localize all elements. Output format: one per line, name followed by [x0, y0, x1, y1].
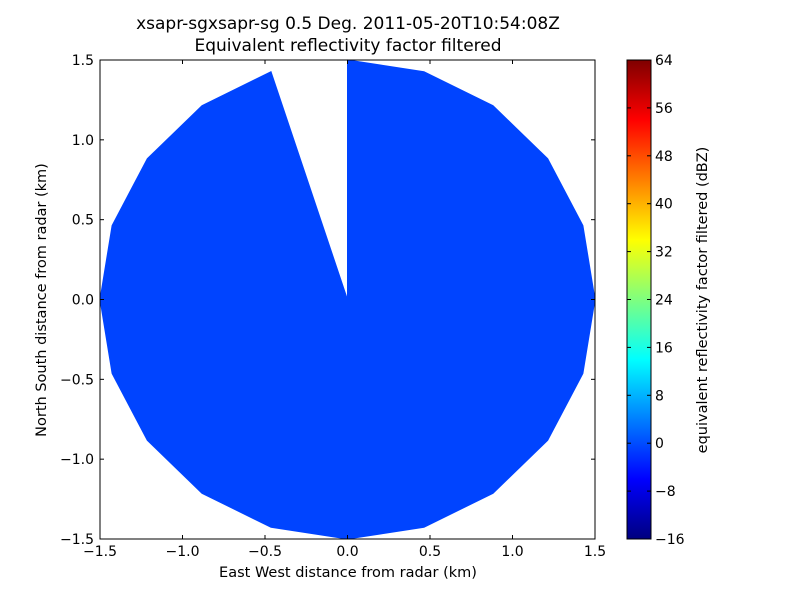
x-tick-label: 0.0 — [336, 544, 358, 560]
colorbar-tick-label: 32 — [655, 245, 673, 261]
x-tick-label: −1.0 — [166, 544, 200, 560]
colorbar-ticks: 64 56 48 40 32 24 16 8 0 −8 −16 — [627, 53, 685, 548]
y-tick-label: 0.5 — [72, 213, 94, 229]
colorbar-tick-label: 16 — [655, 340, 673, 356]
y-tick-label: 1.5 — [72, 53, 94, 69]
x-axis-label: East West distance from radar (km) — [219, 565, 477, 581]
radar-sweep — [99, 59, 596, 540]
colorbar-label: equivalent reflectivity factor filtered … — [695, 147, 711, 454]
x-axis: −1.5 −1.0 −0.5 0.0 0.5 1.0 1.5 — [83, 60, 606, 560]
y-tick-label: −1.5 — [60, 532, 94, 548]
chart-title: xsapr-sgxsapr-sg 0.5 Deg. 2011-05-20T10:… — [136, 14, 560, 34]
x-tick-label: 0.5 — [419, 544, 441, 560]
x-tick-label: 1.5 — [584, 544, 606, 560]
colorbar-tick-label: 48 — [655, 149, 673, 165]
colorbar: 64 56 48 40 32 24 16 8 0 −8 −16 equivalent reflect… — [626, 53, 711, 548]
y-axis: −1.5 −1.0 −0.5 0.0 0.5 1.0 1.5 — [60, 53, 595, 548]
y-tick-label: 0.0 — [72, 293, 94, 309]
y-axis-label: North South distance from radar (km) — [34, 163, 50, 437]
colorbar-tick-label: 8 — [655, 388, 664, 404]
colorbar-tick-label: 24 — [655, 293, 673, 309]
colorbar-tick-label: 0 — [655, 436, 664, 452]
y-tick-label: −0.5 — [60, 372, 94, 388]
chart-subtitle: Equivalent reflectivity factor filtered — [194, 36, 501, 56]
colorbar-tick-label: 40 — [655, 197, 673, 213]
x-tick-label: 1.0 — [501, 544, 523, 560]
y-tick-label: 1.0 — [72, 133, 94, 149]
x-tick-label: −0.5 — [248, 544, 282, 560]
colorbar-tick-label: 64 — [655, 53, 673, 69]
y-tick-label: −1.0 — [60, 452, 94, 468]
x-tick-label: −1.5 — [83, 544, 117, 560]
plot-area — [99, 59, 596, 540]
colorbar-tick-label: −8 — [655, 484, 676, 500]
colorbar-tick-label: 56 — [655, 101, 673, 117]
colorbar-tick-label: −16 — [655, 532, 685, 548]
